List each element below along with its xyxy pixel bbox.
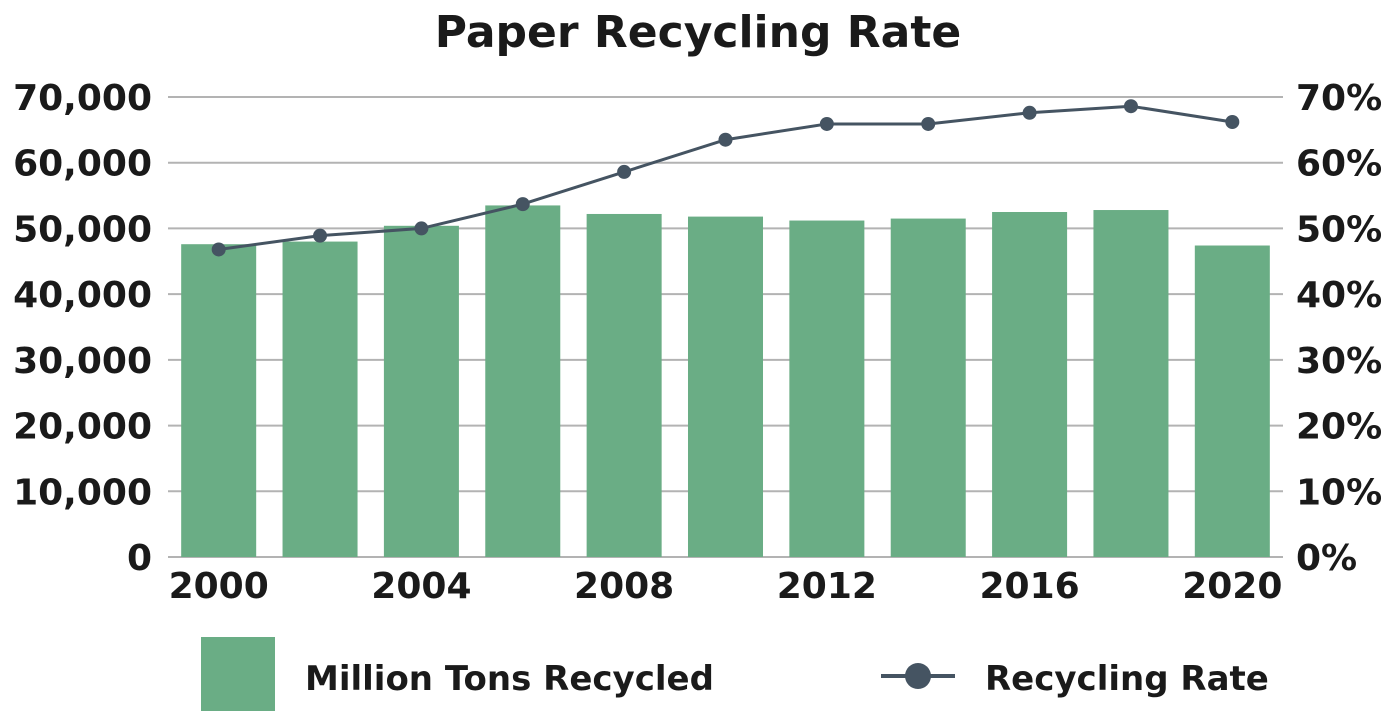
rate-point-2018 bbox=[1123, 99, 1138, 114]
legend-marker-icon bbox=[905, 663, 931, 689]
rate-point-2014 bbox=[921, 116, 936, 131]
bar-2014 bbox=[890, 218, 966, 558]
left-tick-label: 30,000 bbox=[13, 341, 152, 382]
right-tick-label: 20% bbox=[1296, 407, 1381, 448]
legend: Million Tons Recycled Recycling Rate bbox=[201, 637, 1269, 711]
x-tick-label: 2016 bbox=[979, 566, 1079, 607]
legend-swatch-bars bbox=[201, 637, 275, 711]
rate-point-2016 bbox=[1022, 105, 1037, 120]
left-tick-label: 0 bbox=[127, 538, 152, 579]
bar-2000 bbox=[181, 244, 257, 557]
right-tick-label: 0% bbox=[1296, 538, 1357, 579]
bar-2016 bbox=[992, 212, 1068, 557]
left-tick-label: 20,000 bbox=[13, 407, 152, 448]
chart-title: Paper Recycling Rate bbox=[435, 7, 961, 58]
right-tick-label: 10% bbox=[1296, 472, 1381, 513]
rate-point-2010 bbox=[718, 132, 733, 147]
bar-2006 bbox=[485, 205, 561, 557]
rate-point-2012 bbox=[819, 116, 834, 131]
left-y-axis: 0 10,000 20,000 30,000 40,000 50,000 60,000 70,… bbox=[13, 78, 152, 579]
bar-2010 bbox=[687, 216, 764, 557]
bar-2020 bbox=[1194, 245, 1270, 557]
left-tick-label: 70,000 bbox=[13, 78, 152, 119]
rate-point-2002 bbox=[313, 228, 328, 243]
rate-point-2004 bbox=[414, 221, 429, 236]
bar-2004 bbox=[383, 225, 459, 558]
x-tick-label: 2000 bbox=[169, 566, 269, 607]
rate-point-2000 bbox=[211, 242, 226, 257]
x-tick-label: 2004 bbox=[371, 566, 471, 607]
right-tick-label: 30% bbox=[1296, 341, 1381, 382]
rate-point-2020 bbox=[1225, 114, 1240, 129]
left-tick-label: 10,000 bbox=[13, 472, 152, 513]
left-tick-label: 50,000 bbox=[13, 209, 152, 250]
legend-label-line: Recycling Rate bbox=[985, 659, 1269, 699]
x-axis: 2000 2004 2008 2012 2016 2020 bbox=[169, 566, 1283, 607]
bar-2008 bbox=[586, 213, 662, 557]
bar-2012 bbox=[789, 220, 865, 558]
bar-2018 bbox=[1093, 210, 1169, 557]
x-tick-label: 2012 bbox=[777, 566, 877, 607]
bar-series bbox=[181, 205, 1270, 558]
line-series bbox=[211, 99, 1240, 257]
x-tick-label: 2020 bbox=[1182, 566, 1282, 607]
left-tick-label: 60,000 bbox=[13, 144, 152, 185]
right-tick-label: 60% bbox=[1296, 144, 1381, 185]
legend-label-bars: Million Tons Recycled bbox=[305, 659, 714, 699]
x-tick-label: 2008 bbox=[574, 566, 674, 607]
rate-point-2006 bbox=[515, 197, 530, 212]
left-tick-label: 40,000 bbox=[13, 275, 152, 316]
right-tick-label: 40% bbox=[1296, 275, 1381, 316]
right-tick-label: 50% bbox=[1296, 209, 1381, 250]
right-y-axis: 0% 10% 20% 30% 40% 50% 60% 70% bbox=[1296, 78, 1381, 579]
right-tick-label: 70% bbox=[1296, 78, 1381, 119]
rate-point-2008 bbox=[617, 164, 632, 179]
bar-2002 bbox=[282, 241, 358, 558]
